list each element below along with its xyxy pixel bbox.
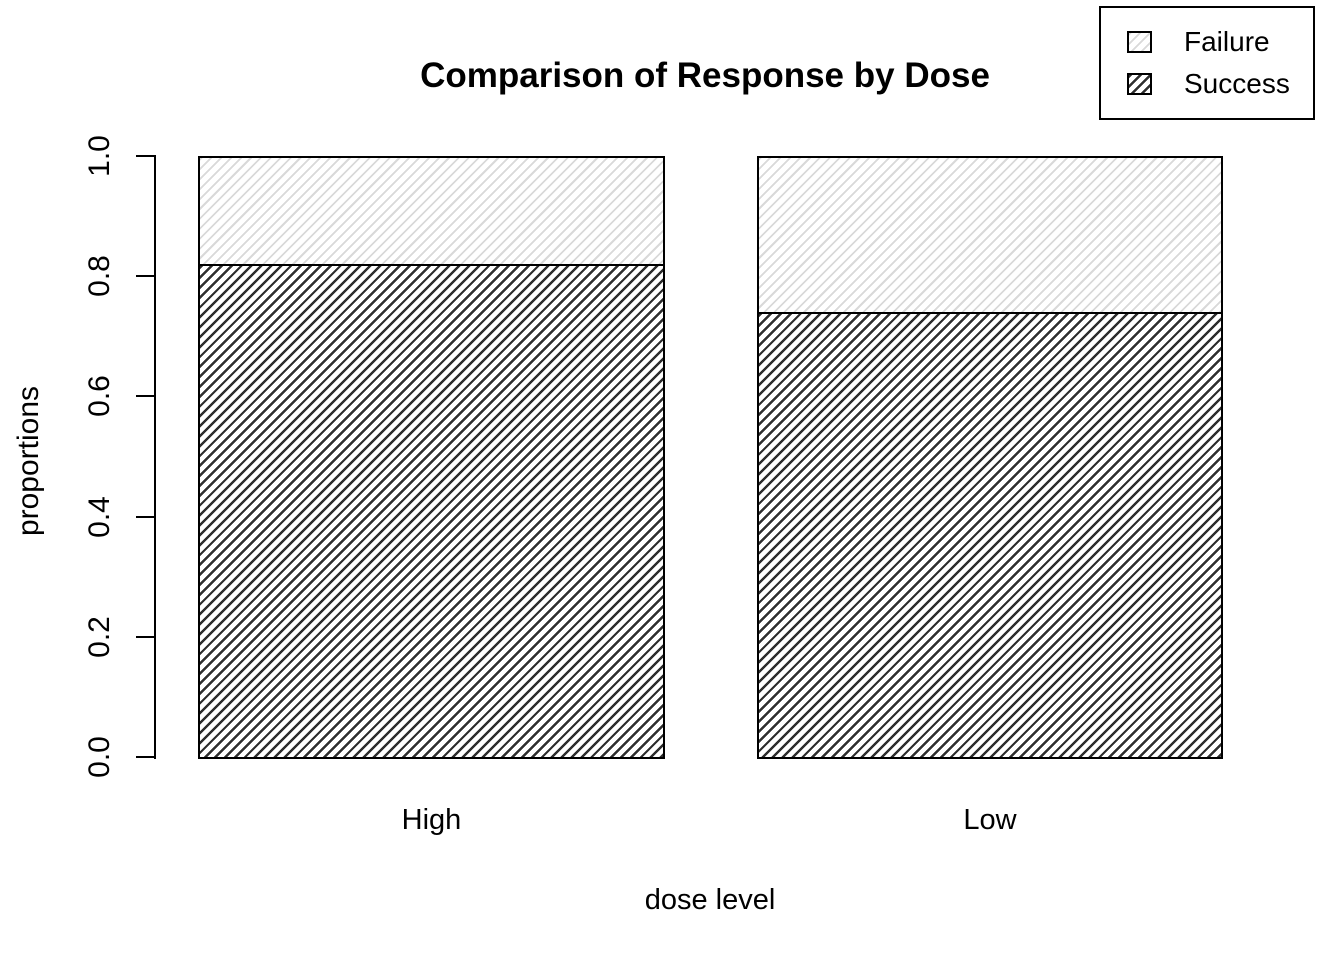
- y-axis-line: [154, 155, 156, 759]
- legend-label-success: Success: [1184, 68, 1290, 99]
- failure-hatch-swatch-icon: [1127, 31, 1152, 53]
- bar-segment-success-low: [757, 312, 1223, 759]
- bar-segment-failure-low: [757, 156, 1223, 315]
- y-axis-tick-label: 0.4: [83, 495, 116, 538]
- x-category-label-high: High: [401, 804, 462, 836]
- y-axis-tick-label: 0.2: [83, 615, 116, 658]
- y-axis-tick: [136, 756, 154, 758]
- y-axis-label: proportions: [12, 385, 45, 537]
- y-axis-tick-label: 0.0: [83, 736, 116, 778]
- bar-segment-success-high: [198, 264, 665, 759]
- x-axis-label: dose level: [644, 884, 776, 916]
- legend-entry-success: Success: [1127, 69, 1313, 99]
- y-axis-tick-label: 0.8: [83, 255, 116, 298]
- y-axis-tick-label: 1.0: [83, 135, 116, 177]
- legend-label-failure: Failure: [1184, 26, 1270, 57]
- y-axis-tick: [136, 155, 154, 157]
- chart-title: Comparison of Response by Dose: [420, 56, 990, 95]
- y-axis-tick-label: 0.6: [83, 375, 116, 418]
- bar-segment-failure-high: [198, 156, 665, 267]
- y-axis-tick: [136, 275, 154, 278]
- x-category-label-low: Low: [963, 804, 1017, 836]
- y-axis-tick: [136, 395, 154, 398]
- legend-entry-failure: Failure: [1127, 27, 1313, 57]
- y-axis-tick: [136, 635, 154, 638]
- y-axis-tick: [136, 515, 154, 518]
- success-hatch-swatch-icon: [1127, 73, 1152, 95]
- legend: Failure Success: [1099, 6, 1315, 120]
